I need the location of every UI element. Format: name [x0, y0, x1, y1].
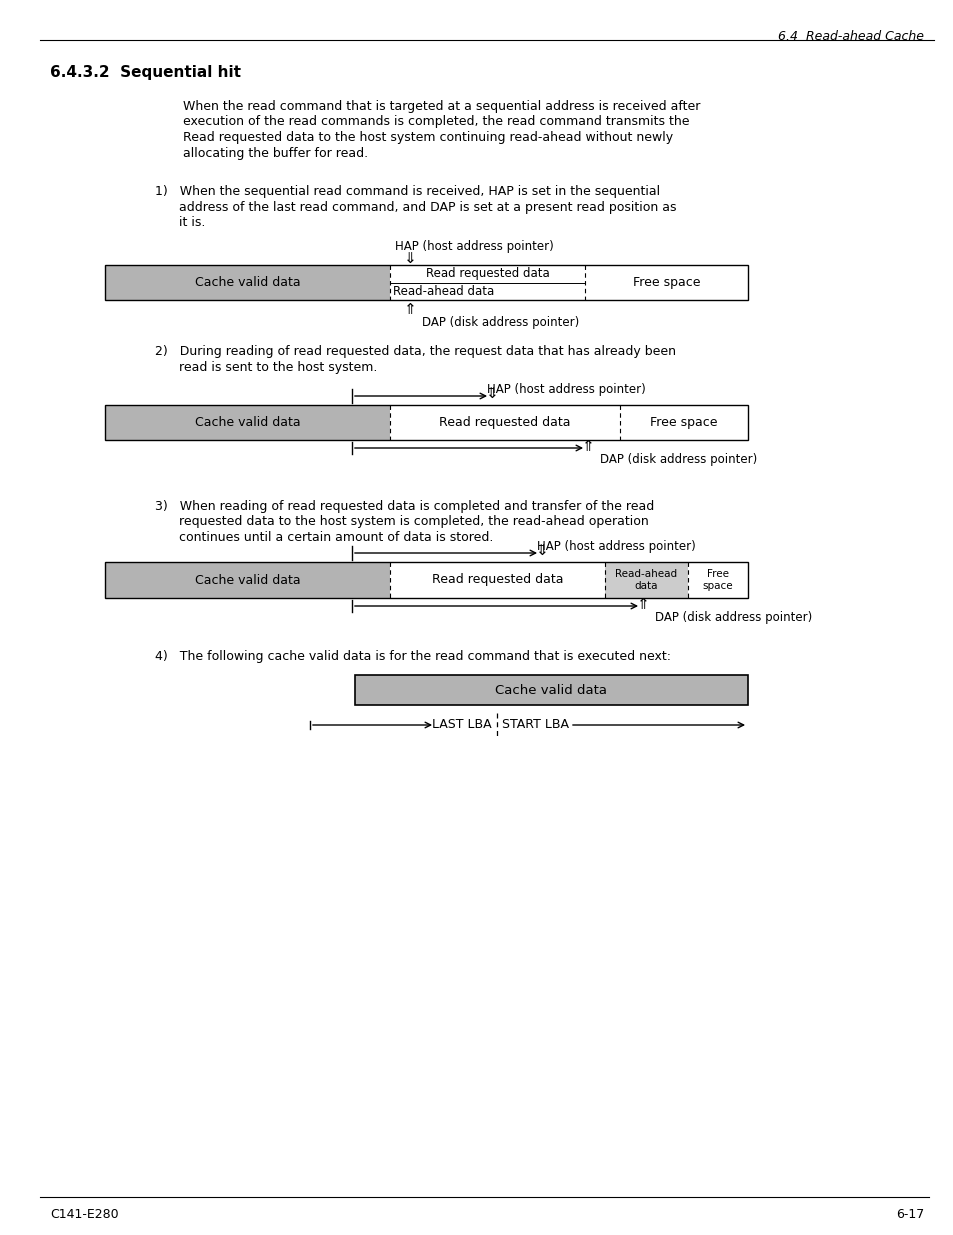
Text: 4)   The following cache valid data is for the read command that is executed nex: 4) The following cache valid data is for…	[154, 650, 670, 663]
Text: ⇑: ⇑	[636, 597, 649, 613]
Text: Read-ahead data: Read-ahead data	[393, 285, 494, 298]
Text: 2)   During reading of read requested data, the request data that has already be: 2) During reading of read requested data…	[154, 345, 676, 358]
Text: execution of the read commands is completed, the read command transmits the: execution of the read commands is comple…	[183, 116, 689, 128]
Text: continues until a certain amount of data is stored.: continues until a certain amount of data…	[154, 531, 493, 543]
Bar	[390, 405, 619, 440]
Text: C141-E280: C141-E280	[50, 1208, 118, 1221]
Text: DAP (disk address pointer): DAP (disk address pointer)	[599, 453, 757, 466]
Bar	[355, 676, 747, 705]
Text: ⇓: ⇓	[485, 387, 497, 401]
Text: 3)   When reading of read requested data is completed and transfer of the read: 3) When reading of read requested data i…	[154, 500, 654, 513]
Bar	[105, 405, 390, 440]
Text: LAST LBA: LAST LBA	[432, 719, 492, 731]
Text: Read-ahead
data: Read-ahead data	[615, 569, 677, 590]
Text: HAP (host address pointer): HAP (host address pointer)	[537, 540, 695, 553]
Text: HAP (host address pointer): HAP (host address pointer)	[395, 240, 553, 253]
Text: DAP (disk address pointer): DAP (disk address pointer)	[421, 316, 578, 329]
Bar	[584, 266, 747, 300]
Text: read is sent to the host system.: read is sent to the host system.	[154, 361, 377, 373]
Text: Free space: Free space	[650, 416, 717, 429]
Text: requested data to the host system is completed, the read-ahead operation: requested data to the host system is com…	[154, 515, 648, 529]
Text: 6-17: 6-17	[895, 1208, 923, 1221]
Text: HAP (host address pointer): HAP (host address pointer)	[486, 383, 645, 396]
Text: DAP (disk address pointer): DAP (disk address pointer)	[655, 611, 811, 624]
Text: Read requested data: Read requested data	[438, 416, 570, 429]
Text: When the read command that is targeted at a sequential address is received after: When the read command that is targeted a…	[183, 100, 700, 112]
Text: START LBA: START LBA	[501, 719, 568, 731]
Bar	[604, 562, 687, 598]
Text: it is.: it is.	[154, 216, 205, 228]
Text: 6.4.3.2  Sequential hit: 6.4.3.2 Sequential hit	[50, 65, 241, 80]
Text: allocating the buffer for read.: allocating the buffer for read.	[183, 147, 368, 159]
Text: Cache valid data: Cache valid data	[194, 573, 300, 587]
Bar	[619, 405, 747, 440]
Bar	[105, 562, 747, 598]
Bar	[105, 266, 390, 300]
Bar	[105, 266, 747, 300]
Text: 6.4  Read-ahead Cache: 6.4 Read-ahead Cache	[778, 30, 923, 43]
Text: 1)   When the sequential read command is received, HAP is set in the sequential: 1) When the sequential read command is r…	[154, 185, 659, 198]
Text: Free space: Free space	[632, 275, 700, 289]
Text: Read requested data to the host system continuing read-ahead without newly: Read requested data to the host system c…	[183, 131, 673, 144]
Text: Cache valid data: Cache valid data	[495, 683, 607, 697]
Text: Free
space: Free space	[702, 569, 733, 590]
Text: Cache valid data: Cache valid data	[194, 275, 300, 289]
Bar	[390, 562, 604, 598]
Text: Read requested data: Read requested data	[425, 267, 549, 280]
Text: ⇓: ⇓	[535, 543, 548, 558]
Text: ⇓: ⇓	[403, 251, 416, 266]
Text: Read requested data: Read requested data	[432, 573, 562, 587]
Text: Cache valid data: Cache valid data	[194, 416, 300, 429]
Bar	[390, 266, 584, 300]
Text: address of the last read command, and DAP is set at a present read position as: address of the last read command, and DA…	[154, 200, 676, 214]
Text: ⇑: ⇑	[581, 438, 594, 454]
Bar	[105, 562, 390, 598]
Text: ⇑: ⇑	[403, 303, 416, 317]
Bar	[105, 405, 747, 440]
